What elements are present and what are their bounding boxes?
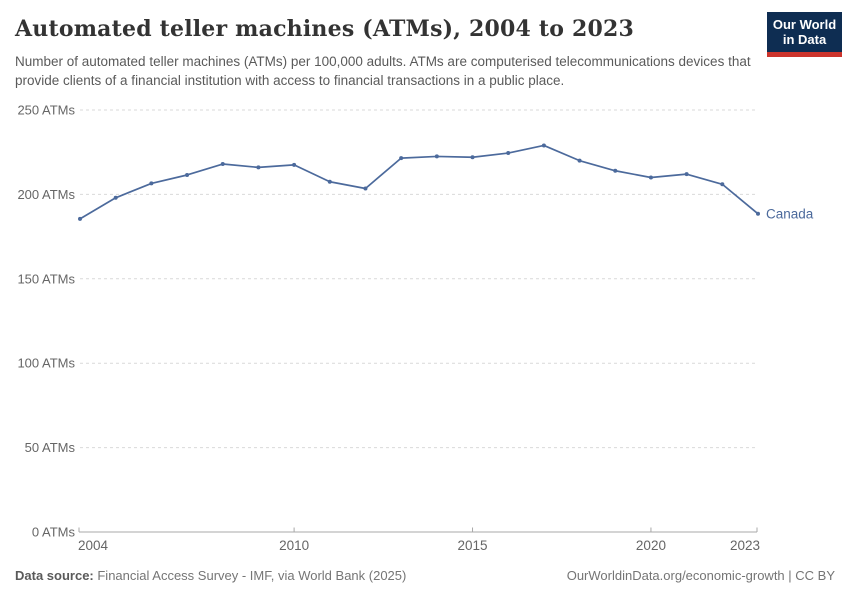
y-tick-label: 150 ATMs — [17, 271, 75, 286]
data-point[interactable] — [720, 182, 725, 187]
data-source-note: Data source: Financial Access Survey - I… — [15, 568, 406, 583]
owid-logo-line2: in Data — [782, 32, 827, 48]
x-tick-label: 2010 — [279, 538, 309, 553]
chart-title: Automated teller machines (ATMs), 2004 t… — [15, 16, 635, 42]
data-source-text: Financial Access Survey - IMF, via World… — [93, 568, 407, 583]
data-point[interactable] — [113, 195, 118, 200]
x-tick-label: 2020 — [636, 538, 666, 553]
data-point[interactable] — [506, 151, 511, 156]
data-point[interactable] — [78, 216, 82, 221]
footer-link[interactable]: OurWorldinData.org/economic-growth | CC … — [566, 568, 835, 583]
data-point[interactable] — [434, 154, 439, 159]
data-point[interactable] — [648, 175, 653, 180]
data-point[interactable] — [185, 172, 190, 177]
owid-logo[interactable]: Our World in Data — [767, 12, 842, 57]
data-point[interactable] — [292, 162, 297, 167]
data-source-label: Data source: — [15, 568, 94, 583]
y-tick-label: 50 ATMs — [25, 440, 76, 455]
data-point[interactable] — [220, 162, 225, 167]
chart-subtitle: Number of automated teller machines (ATM… — [15, 54, 751, 88]
chart-footer: Data source: Financial Access Survey - I… — [15, 568, 835, 583]
data-point[interactable] — [613, 168, 618, 173]
data-point[interactable] — [541, 143, 546, 148]
data-point[interactable] — [256, 165, 261, 170]
data-point[interactable] — [399, 156, 404, 161]
data-point[interactable] — [363, 186, 368, 191]
x-tick-label: 2023 — [730, 538, 760, 553]
data-point[interactable] — [327, 179, 332, 184]
data-point[interactable] — [756, 211, 760, 216]
owid-logo-line1: Our World — [772, 17, 837, 32]
data-point[interactable] — [684, 172, 689, 177]
data-point[interactable] — [577, 158, 582, 163]
data-point[interactable] — [470, 155, 475, 160]
y-tick-label: 0 ATMs — [32, 525, 76, 540]
y-tick-label: 100 ATMs — [17, 356, 75, 371]
data-point[interactable] — [149, 181, 154, 186]
series-line[interactable] — [79, 144, 759, 220]
x-tick-label: 2015 — [458, 538, 488, 553]
series-end-label[interactable]: Canada — [766, 206, 814, 221]
y-tick-label: 200 ATMs — [17, 187, 75, 202]
y-tick-label: 250 ATMs — [17, 103, 75, 118]
x-tick-label: 2004 — [78, 538, 109, 553]
